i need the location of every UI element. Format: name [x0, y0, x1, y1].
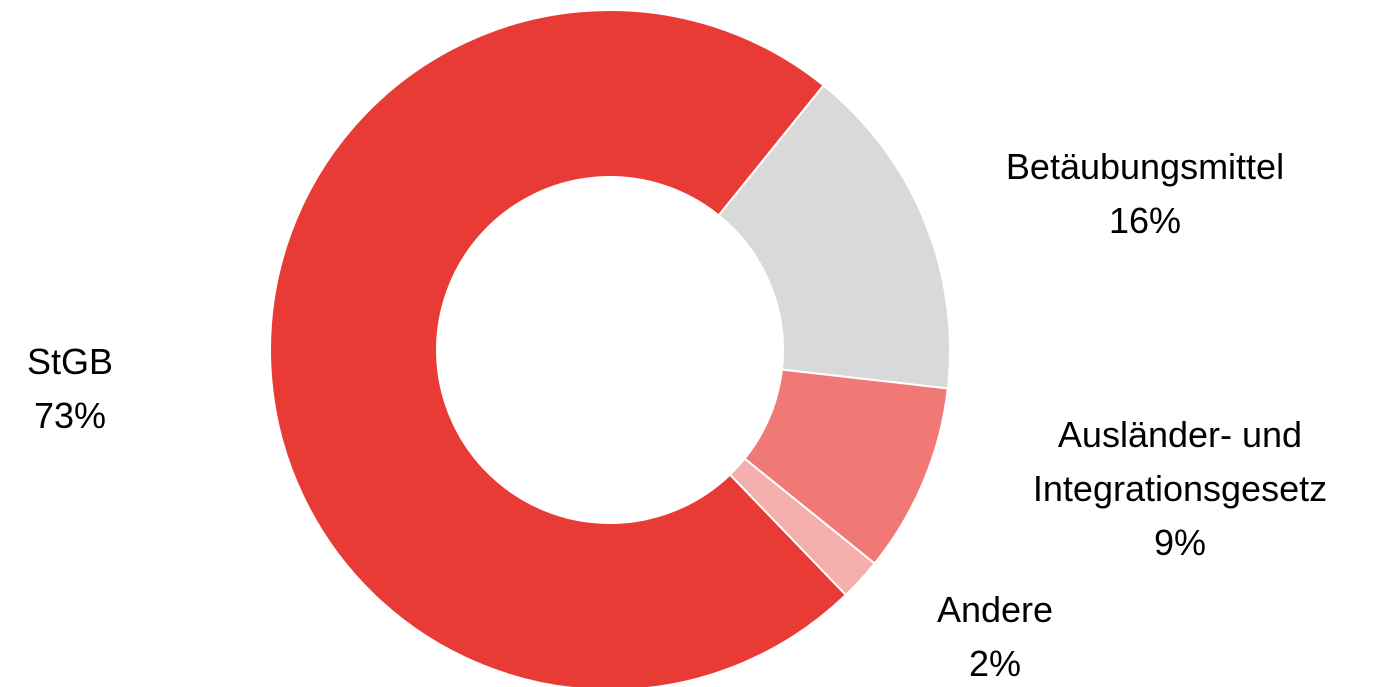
value-label: 73% [33, 395, 107, 436]
category-name: Ausländer- und Integrationsgesetz [1032, 414, 1328, 509]
category-name: Betäubungsmittel [1005, 146, 1285, 187]
slice-label: StGB 73% [0, 335, 255, 443]
slice-label: Betäubungsmittel 16% [960, 140, 1330, 248]
category-name: StGB [26, 341, 114, 382]
donut-slice [717, 83, 951, 390]
slice-label: Ausländer- und Integrationsgesetz 9% [995, 408, 1365, 570]
category-name: Andere [936, 589, 1054, 630]
slice-label: Andere 2% [810, 583, 1180, 687]
donut-slice [269, 9, 848, 687]
value-label: 16% [1108, 200, 1182, 241]
value-label: 9% [1153, 522, 1207, 563]
value-label: 2% [968, 643, 1022, 684]
